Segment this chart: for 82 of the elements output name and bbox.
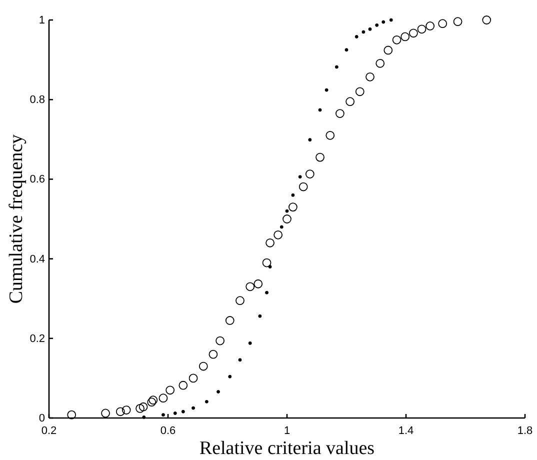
point xyxy=(204,400,208,404)
point xyxy=(362,30,366,34)
point xyxy=(375,23,379,27)
point xyxy=(426,22,435,30)
point xyxy=(368,27,372,31)
point xyxy=(318,108,322,112)
point xyxy=(305,170,314,178)
point xyxy=(355,87,364,96)
point xyxy=(280,225,284,229)
y-tick-label: 0.8 xyxy=(30,94,45,106)
x-tick-label: 0.6 xyxy=(160,424,176,437)
point xyxy=(254,279,263,288)
point xyxy=(161,413,165,417)
point xyxy=(101,408,110,418)
point xyxy=(67,410,76,420)
x-tick-label: 1 xyxy=(284,424,290,437)
point xyxy=(366,72,374,82)
point xyxy=(268,265,272,268)
point xyxy=(326,130,335,140)
point xyxy=(158,394,168,403)
point xyxy=(389,18,393,22)
point xyxy=(178,380,188,390)
point xyxy=(166,386,175,395)
point xyxy=(216,336,224,346)
point xyxy=(334,65,338,69)
point xyxy=(122,406,131,414)
point xyxy=(147,398,156,407)
point xyxy=(482,16,492,24)
point xyxy=(116,407,125,416)
point xyxy=(138,402,148,412)
point xyxy=(136,404,144,413)
x-axis-title: Relative criteria values xyxy=(199,438,375,459)
point xyxy=(344,48,348,52)
point xyxy=(298,182,308,192)
point xyxy=(291,193,295,197)
point xyxy=(288,202,298,212)
point xyxy=(384,46,393,55)
point xyxy=(238,358,242,362)
point xyxy=(308,138,312,142)
point xyxy=(188,374,198,383)
y-tick-label: 0.2 xyxy=(30,332,45,345)
point xyxy=(173,411,177,415)
point xyxy=(324,88,328,92)
point xyxy=(225,316,234,325)
point xyxy=(274,230,283,240)
point xyxy=(336,109,344,118)
point xyxy=(265,290,269,294)
point xyxy=(181,410,185,414)
point xyxy=(192,406,196,410)
point xyxy=(142,415,146,419)
point xyxy=(228,374,232,378)
y-axis-title: Cumulative frequency xyxy=(6,134,27,304)
y-tick-label: 0 xyxy=(38,412,45,425)
point xyxy=(282,214,292,224)
point xyxy=(198,362,208,371)
y-tick-label: 0.4 xyxy=(30,253,45,266)
point xyxy=(409,28,418,38)
point xyxy=(148,396,158,405)
point xyxy=(354,34,358,38)
point xyxy=(417,24,426,34)
point xyxy=(298,175,302,179)
point xyxy=(453,17,462,26)
point xyxy=(285,209,289,213)
point xyxy=(376,58,385,68)
point xyxy=(382,20,386,24)
point xyxy=(400,32,410,42)
point xyxy=(236,296,244,306)
point xyxy=(258,314,262,318)
point xyxy=(438,19,448,28)
y-tick-label: 1 xyxy=(38,14,45,27)
point xyxy=(208,350,218,359)
x-tick-label: 1.8 xyxy=(517,424,533,437)
point xyxy=(248,341,252,345)
point xyxy=(392,35,402,44)
point xyxy=(316,152,324,162)
y-tick-label: 0.6 xyxy=(30,174,45,186)
point xyxy=(246,282,255,292)
point xyxy=(266,238,274,248)
point xyxy=(216,390,220,394)
point xyxy=(346,97,355,106)
point xyxy=(262,258,272,268)
x-tick-label: 1.4 xyxy=(398,424,414,437)
